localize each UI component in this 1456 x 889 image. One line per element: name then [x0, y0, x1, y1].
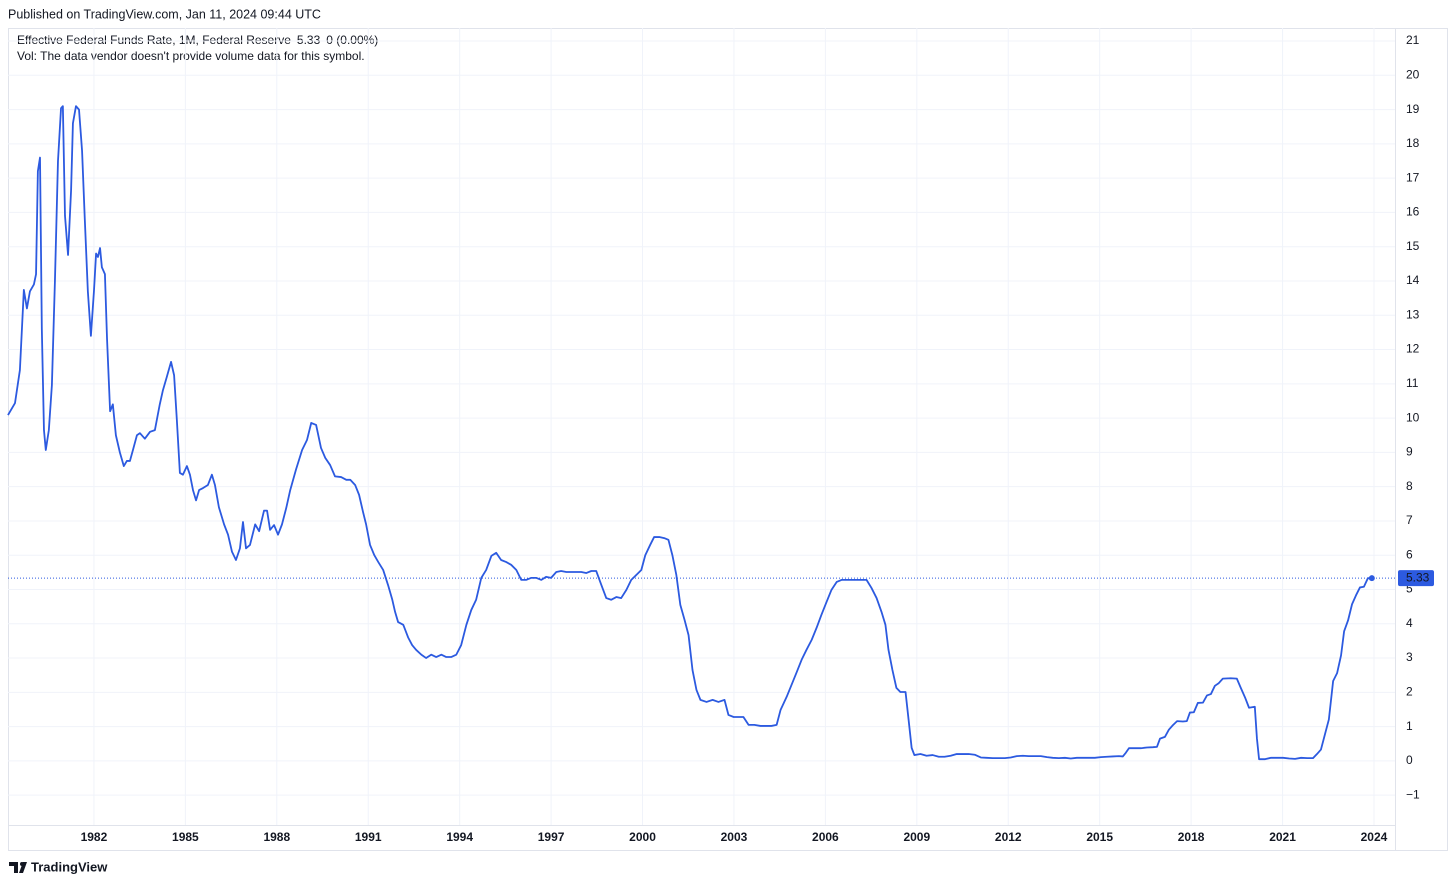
x-tick-label: 2003	[721, 830, 748, 844]
logo-mark	[9, 862, 27, 873]
y-tick-label: 19	[1406, 102, 1420, 116]
y-tick-label: 7	[1406, 513, 1413, 527]
legend-value: 5.33	[297, 33, 321, 47]
legend: Effective Federal Funds Rate, 1M, Federa…	[17, 33, 378, 63]
y-tick-label: 11	[1406, 376, 1419, 390]
x-tick-label: 1982	[81, 830, 108, 844]
y-tick-label: 20	[1406, 67, 1420, 81]
y-tick-label: 18	[1406, 136, 1420, 150]
x-tick-label: 2021	[1269, 830, 1296, 844]
series-line	[7, 105, 1372, 761]
y-tick-label: 13	[1406, 307, 1420, 321]
legend-change: 0 (0.00%)	[326, 33, 378, 47]
y-tick-label: 17	[1406, 170, 1420, 184]
y-tick-label: 3	[1406, 650, 1413, 664]
x-tick-label: 2009	[903, 830, 930, 844]
legend-name: Effective Federal Funds Rate, 1M, Federa…	[17, 33, 291, 47]
x-tick-label: 2015	[1086, 830, 1113, 844]
x-tick-label: 1991	[355, 830, 382, 844]
legend-note: Vol: The data vendor doesn't provide vol…	[17, 49, 365, 63]
brand: TradingView	[31, 859, 108, 874]
y-tick-label: 4	[1406, 616, 1413, 630]
x-tick-label: 2024	[1361, 830, 1388, 844]
price-label: 5.33	[1406, 570, 1430, 584]
y-tick-label: 2	[1406, 685, 1413, 699]
x-tick-label: 1988	[263, 830, 290, 844]
logo-dot	[20, 862, 24, 866]
y-tick-label: 12	[1406, 342, 1420, 356]
x-tick-label: 2018	[1178, 830, 1205, 844]
brand-logo: TradingView	[9, 859, 108, 874]
x-tick-label: 1997	[538, 830, 565, 844]
y-tick-label: 8	[1406, 479, 1413, 493]
y-tick-label: 21	[1406, 33, 1420, 47]
header: Published on TradingView.com, Jan 11, 20…	[8, 7, 321, 21]
x-tick-label: 2006	[812, 830, 839, 844]
y-tick-label: 5	[1406, 582, 1413, 596]
y-tick-label: 6	[1406, 547, 1413, 561]
x-tick-label: 1985	[172, 830, 199, 844]
chart-frame	[8, 28, 1448, 851]
x-tick-label: 1994	[446, 830, 473, 844]
y-tick-label: 15	[1406, 239, 1420, 253]
price-label-box	[1398, 570, 1434, 587]
y-tick-label: 1	[1406, 719, 1413, 733]
y-tick-label: −1	[1406, 787, 1420, 801]
x-tick-label: 2012	[995, 830, 1022, 844]
y-tick-label: 14	[1406, 273, 1420, 287]
y-tick-label: 9	[1406, 445, 1413, 459]
plot: −101234567891011121314151617181920211982…	[7, 28, 1434, 844]
y-tick-label: 16	[1406, 205, 1420, 219]
x-tick-label: 2000	[629, 830, 656, 844]
y-tick-label: 0	[1406, 753, 1413, 767]
last-point	[1368, 575, 1375, 582]
y-tick-label: 10	[1406, 410, 1420, 424]
